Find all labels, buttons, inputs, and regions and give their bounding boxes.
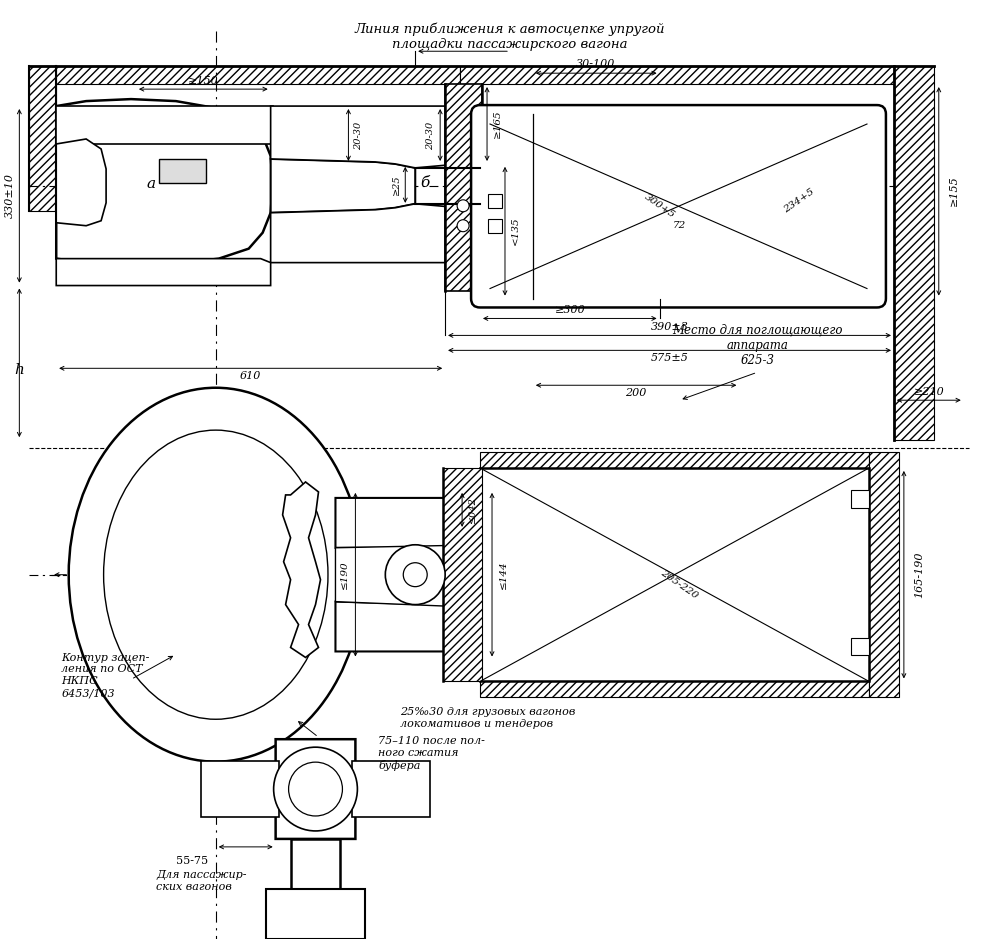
Text: локомативов и тендеров: локомативов и тендеров <box>400 719 553 729</box>
Text: 625-3: 625-3 <box>740 353 774 367</box>
Text: 75–110 после пол-: 75–110 после пол- <box>378 736 485 746</box>
Text: ≥165: ≥165 <box>493 110 502 138</box>
Text: ≤190: ≤190 <box>340 560 349 589</box>
Text: 20-30: 20-30 <box>426 122 435 150</box>
Text: НКПС: НКПС <box>61 677 98 686</box>
Text: площадки пассажирского вагона: площадки пассажирского вагона <box>392 38 628 51</box>
Text: 20-30: 20-30 <box>354 122 363 150</box>
Polygon shape <box>443 468 482 682</box>
Text: ≥300: ≥300 <box>554 306 585 316</box>
Polygon shape <box>480 452 869 470</box>
Text: 610: 610 <box>240 371 261 382</box>
Polygon shape <box>271 106 460 168</box>
Text: ских вагонов: ских вагонов <box>156 882 232 892</box>
Polygon shape <box>159 159 206 183</box>
Polygon shape <box>335 602 482 651</box>
Polygon shape <box>56 99 273 264</box>
Bar <box>488 194 502 208</box>
Text: буфера: буфера <box>378 760 421 771</box>
Text: 72: 72 <box>673 221 686 230</box>
Text: 6453/103: 6453/103 <box>61 688 115 698</box>
Polygon shape <box>869 452 899 697</box>
Text: 30-100: 30-100 <box>576 59 615 70</box>
Polygon shape <box>480 680 869 697</box>
Bar <box>851 490 869 508</box>
Text: 300+5: 300+5 <box>643 192 677 220</box>
Circle shape <box>385 545 445 604</box>
Text: Для пассажир-: Для пассажир- <box>156 870 246 880</box>
Text: h: h <box>14 363 24 377</box>
Text: ≤144: ≤144 <box>498 560 507 589</box>
Polygon shape <box>352 761 430 817</box>
Polygon shape <box>283 482 320 657</box>
Text: 55-75: 55-75 <box>176 855 208 866</box>
Text: 330±10: 330±10 <box>4 173 14 218</box>
Ellipse shape <box>69 387 363 761</box>
Text: 234+5: 234+5 <box>782 187 816 214</box>
Polygon shape <box>480 468 869 682</box>
Text: ≥25: ≥25 <box>392 175 401 196</box>
Text: Линия приближения к автосцепке упругой: Линия приближения к автосцепке упругой <box>355 23 665 36</box>
Polygon shape <box>271 204 460 262</box>
Polygon shape <box>56 139 106 226</box>
Polygon shape <box>56 258 271 286</box>
Polygon shape <box>291 838 340 888</box>
Text: Место для поглощающего: Место для поглощающего <box>672 324 843 337</box>
Polygon shape <box>271 159 415 212</box>
Polygon shape <box>56 106 273 144</box>
Bar <box>488 219 502 233</box>
Polygon shape <box>29 66 460 85</box>
Text: 200: 200 <box>625 388 646 399</box>
Polygon shape <box>266 888 365 939</box>
Text: б: б <box>421 176 430 190</box>
Text: ≥210: ≥210 <box>913 387 944 398</box>
Polygon shape <box>276 739 355 838</box>
Circle shape <box>457 220 469 231</box>
Text: аппарата: аппарата <box>726 338 788 352</box>
Text: 205-220: 205-220 <box>659 569 700 601</box>
Text: 575±5: 575±5 <box>651 353 688 364</box>
Text: 25‰30 для грузовых вагонов: 25‰30 для грузовых вагонов <box>400 707 576 717</box>
Ellipse shape <box>104 431 328 719</box>
Text: ного сжатия: ного сжатия <box>378 748 459 759</box>
Text: a: a <box>146 177 156 191</box>
FancyBboxPatch shape <box>471 105 886 307</box>
Text: ≤042: ≤042 <box>468 496 477 524</box>
Bar <box>851 637 869 655</box>
Text: ≥155: ≥155 <box>949 176 959 206</box>
Polygon shape <box>445 85 482 290</box>
Text: ≥150: ≥150 <box>187 76 218 86</box>
Polygon shape <box>29 66 56 211</box>
Polygon shape <box>894 66 934 440</box>
Text: 390±3: 390±3 <box>651 322 688 333</box>
Text: Контур зацеп-: Контур зацеп- <box>61 652 150 663</box>
Text: ления по ОСТ: ления по ОСТ <box>61 665 143 674</box>
Circle shape <box>403 563 427 587</box>
Text: 165-190: 165-190 <box>914 552 924 598</box>
Circle shape <box>457 200 469 212</box>
Polygon shape <box>335 498 482 548</box>
Circle shape <box>274 747 357 831</box>
Polygon shape <box>335 545 482 607</box>
Circle shape <box>289 762 342 816</box>
Polygon shape <box>201 761 279 817</box>
Text: <135: <135 <box>510 216 519 245</box>
Polygon shape <box>460 66 894 85</box>
